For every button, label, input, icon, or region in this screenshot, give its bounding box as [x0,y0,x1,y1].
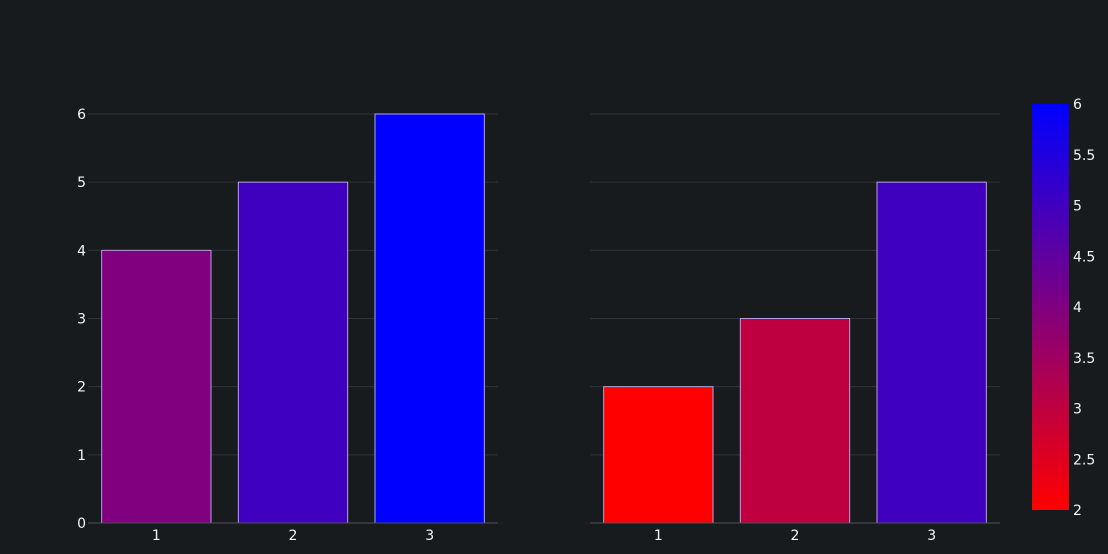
left-bar-chart: 0 1 2 3 4 5 6 1 2 3 [77,107,498,544]
right-x-tick-labels: 1 2 3 [654,528,936,544]
y-tick-label: 0 [77,516,86,532]
x-tick-label: 1 [654,528,663,544]
bar[interactable] [101,249,212,524]
x-tick-label: 3 [927,528,936,544]
left-x-tick-labels: 1 2 3 [152,528,434,544]
left-bars [101,113,485,524]
y-tick-label: 6 [77,107,86,123]
colorbar: 2 2.5 3 3.5 4 4.5 5 5.5 6 [1032,97,1095,519]
bar[interactable] [374,113,485,524]
x-tick-label: 1 [152,528,161,544]
colorbar-tick-label: 2 [1073,503,1082,519]
colorbar-gradient [1032,104,1069,510]
bar[interactable] [739,318,851,524]
colorbar-tick-label: 5 [1073,199,1082,215]
colorbar-tick-labels: 2 2.5 3 3.5 4 4.5 5 5.5 6 [1073,97,1095,519]
colorbar-tick-label: 6 [1073,97,1082,113]
y-tick-label: 1 [77,448,86,464]
colorbar-tick-label: 2.5 [1073,452,1095,468]
y-tick-label: 3 [77,312,86,328]
right-bar-chart: 1 2 3 [590,113,1000,544]
colorbar-tick-label: 4 [1073,300,1082,316]
bar[interactable] [876,181,987,524]
right-bars [603,181,987,524]
bar[interactable] [237,181,349,524]
x-tick-label: 2 [791,528,800,544]
x-tick-label: 2 [289,528,298,544]
y-tick-label: 5 [77,175,86,191]
colorbar-tick-label: 5.5 [1073,148,1095,164]
y-tick-label: 2 [77,380,86,396]
left-y-tick-labels: 0 1 2 3 4 5 6 [77,107,86,532]
colorbar-tick-label: 4.5 [1073,249,1095,265]
colorbar-tick-label: 3 [1073,402,1082,418]
bar[interactable] [603,386,714,524]
y-tick-label: 4 [77,243,86,259]
x-tick-label: 3 [425,528,434,544]
colorbar-tick-label: 3.5 [1073,351,1095,367]
